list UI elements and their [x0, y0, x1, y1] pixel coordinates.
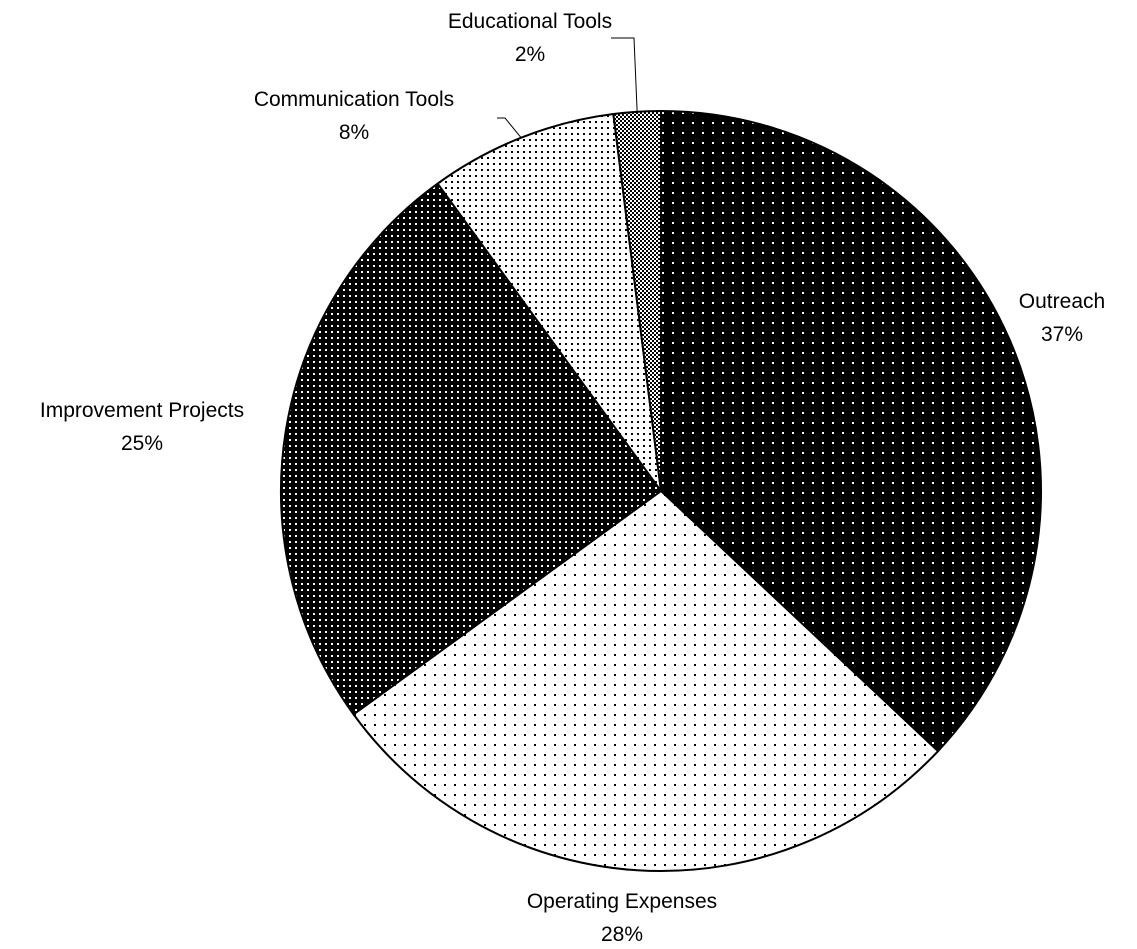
slice-label-educational-tools: Educational Tools 2% — [448, 10, 612, 66]
slice-value-communication-tools: 8% — [339, 121, 369, 144]
pie-slice-outreach — [660, 110, 1042, 753]
slice-value-operating-expenses: 28% — [601, 923, 643, 946]
pie-slice-communication-tools — [436, 112, 662, 492]
slice-value-improvement-projects: 25% — [121, 432, 163, 455]
slice-name-outreach: Outreach — [1019, 290, 1105, 313]
label-leader-lines — [497, 37, 638, 139]
pie-slices — [280, 110, 1042, 872]
leader-line-communication-tools — [497, 117, 522, 139]
slice-value-educational-tools: 2% — [515, 43, 545, 66]
slice-name-educational-tools: Educational Tools — [448, 10, 612, 33]
slice-name-improvement-projects: Improvement Projects — [40, 399, 244, 422]
slice-label-improvement-projects: Improvement Projects 25% — [40, 399, 244, 455]
slice-label-communication-tools: Communication Tools 8% — [254, 88, 454, 144]
pie-slice-improvement-projects — [280, 182, 662, 716]
slice-value-outreach: 37% — [1041, 323, 1083, 346]
leader-line-educational-tools — [611, 37, 638, 112]
slice-label-operating-expenses: Operating Expenses 28% — [527, 890, 717, 946]
slice-name-communication-tools: Communication Tools — [254, 88, 454, 111]
slice-label-outreach: Outreach 37% — [1019, 290, 1105, 346]
pie-slice-operating-expenses — [352, 490, 940, 872]
slice-name-operating-expenses: Operating Expenses — [527, 890, 717, 913]
